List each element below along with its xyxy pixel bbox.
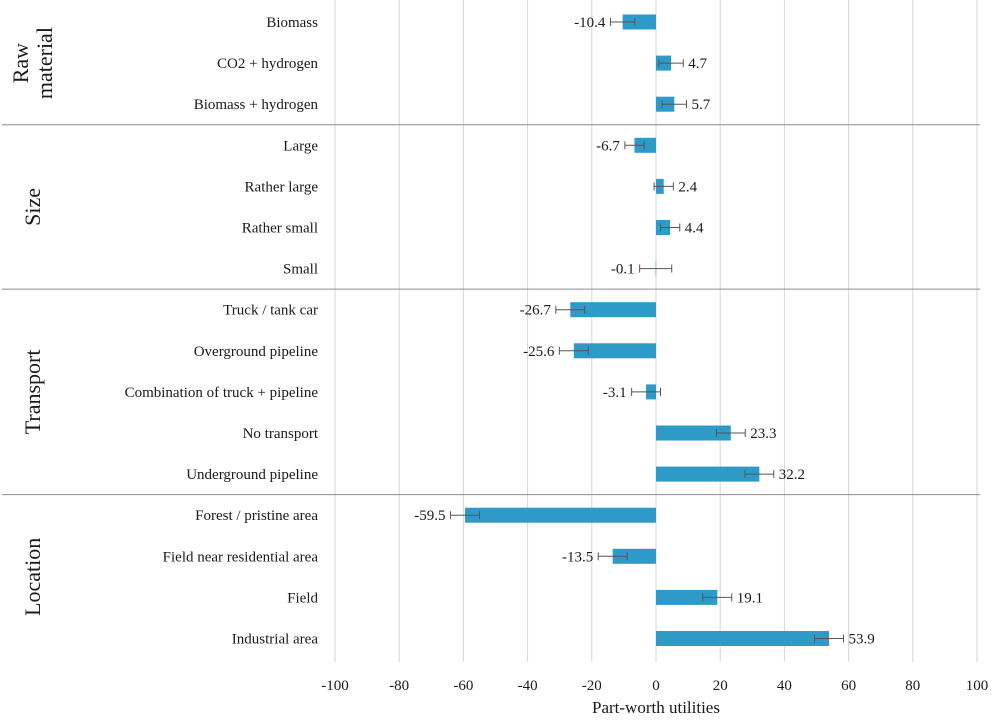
category-label: CO2 + hydrogen xyxy=(217,56,318,72)
x-tick-label: -40 xyxy=(518,678,538,694)
value-label: -25.6 xyxy=(523,344,555,360)
value-label: 53.9 xyxy=(848,632,874,648)
value-label: 4.7 xyxy=(688,56,707,72)
category-label: No transport xyxy=(243,426,319,442)
category-label: Field xyxy=(287,590,318,606)
category-label: Overground pipeline xyxy=(194,344,319,360)
group-label-line: Size xyxy=(20,188,45,226)
value-label: -6.7 xyxy=(596,138,620,154)
x-tick-label: -80 xyxy=(389,678,409,694)
category-label: Biomass xyxy=(266,15,318,31)
x-tick-label: 20 xyxy=(713,678,728,694)
x-tick-label: -20 xyxy=(582,678,602,694)
value-label: 19.1 xyxy=(737,590,763,606)
category-labels: Biomass CO2 + hydrogen Biomass + hydrogen L… xyxy=(125,15,319,648)
category-label: Field near residential area xyxy=(163,549,319,565)
group-label: Location xyxy=(20,538,45,616)
group-label: Rawmaterial xyxy=(8,27,57,99)
value-label: -0.1 xyxy=(611,262,635,278)
x-tick-label: 100 xyxy=(966,678,989,694)
value-label: 4.4 xyxy=(685,221,704,237)
category-label: Biomass + hydrogen xyxy=(194,97,319,113)
bar xyxy=(656,466,760,482)
x-tick-label: 80 xyxy=(905,678,920,694)
bar xyxy=(622,14,656,30)
group-label: Transport xyxy=(20,350,45,435)
value-label: -59.5 xyxy=(414,508,445,524)
bars xyxy=(465,14,830,646)
x-tick-label: -100 xyxy=(321,678,349,694)
value-labels: -10.4 4.7 5.7 -6.7 2.4 4.4 -0.1 -26.7 -25.6 -3.1 2… xyxy=(414,15,874,648)
bar xyxy=(570,302,656,318)
x-tick-label: 60 xyxy=(841,678,856,694)
group-label-line: Location xyxy=(20,538,45,616)
bar xyxy=(656,631,830,646)
category-label: Large xyxy=(283,138,318,154)
category-label: Forest / pristine area xyxy=(195,508,318,524)
bar xyxy=(656,425,731,441)
bar xyxy=(656,589,718,605)
x-axis-ticks: -100 -80 -60 -40 -20 0 20 40 60 80 100 xyxy=(321,678,988,694)
x-tick-label: -60 xyxy=(453,678,473,694)
bar xyxy=(634,137,656,153)
value-label: -3.1 xyxy=(603,385,627,401)
value-label: 23.3 xyxy=(750,426,776,442)
category-label: Combination of truck + pipeline xyxy=(125,385,319,401)
x-axis-title: Part-worth utilities xyxy=(592,698,720,717)
x-tick-label: 0 xyxy=(652,678,660,694)
group-label-line: Transport xyxy=(20,350,45,435)
group-label-line: Raw xyxy=(8,43,33,83)
bar xyxy=(573,343,656,359)
value-label: -10.4 xyxy=(574,15,606,31)
category-label: Underground pipeline xyxy=(186,467,318,483)
group-label-line: material xyxy=(32,27,57,99)
category-label: Small xyxy=(283,262,318,278)
x-tick-label: 40 xyxy=(777,678,792,694)
error-bars xyxy=(450,18,844,643)
category-label: Rather large xyxy=(245,179,319,195)
category-label: Industrial area xyxy=(232,632,319,648)
category-label: Rather small xyxy=(242,221,318,237)
value-label: 2.4 xyxy=(678,179,697,195)
bar xyxy=(465,507,656,523)
group-separators xyxy=(2,124,980,496)
value-label: -26.7 xyxy=(520,303,552,319)
value-label: -13.5 xyxy=(562,549,593,565)
group-label: Size xyxy=(20,188,45,226)
value-label: 32.2 xyxy=(779,467,805,483)
value-label: 5.7 xyxy=(691,97,710,113)
group-labels: Rawmaterial Size Transport Location xyxy=(8,27,57,616)
category-label: Truck / tank car xyxy=(223,303,318,319)
bar xyxy=(612,548,656,564)
